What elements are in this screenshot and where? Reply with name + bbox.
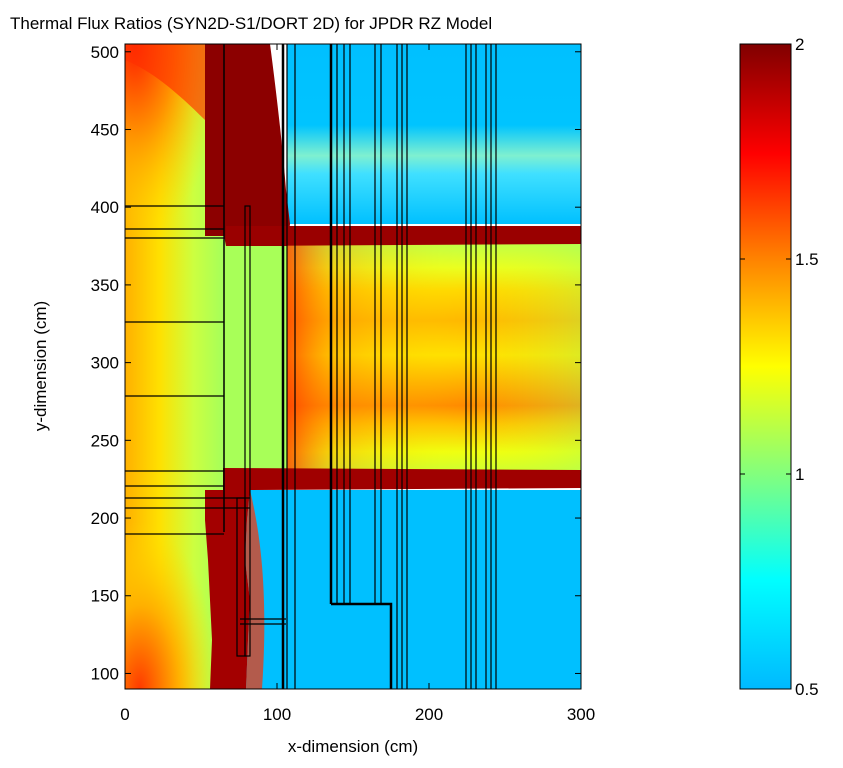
y-tick-label: 250 bbox=[91, 431, 119, 450]
x-tick-label: 100 bbox=[263, 705, 291, 724]
y-tick-label: 100 bbox=[91, 664, 119, 683]
y-tick-label: 300 bbox=[91, 354, 119, 373]
colorbar-tick-label: 1.5 bbox=[795, 250, 819, 269]
top-left-red-wedge bbox=[125, 44, 205, 120]
y-ticks: 100 150 200 250 300 350 400 450 500 bbox=[91, 43, 581, 683]
y-tick-label: 350 bbox=[91, 276, 119, 295]
structure-lines bbox=[125, 44, 497, 689]
y-tick-label: 500 bbox=[91, 43, 119, 62]
top-red-block bbox=[205, 44, 290, 246]
y-axis-label: y-dimension (cm) bbox=[31, 301, 50, 431]
x-tick-label: 200 bbox=[415, 705, 443, 724]
y-tick-label: 200 bbox=[91, 509, 119, 528]
colorbar-tick-label: 2 bbox=[795, 35, 804, 54]
y-tick-label: 150 bbox=[91, 587, 119, 606]
colorbar: 0.5 1 1.5 2 bbox=[739, 35, 819, 699]
upper-right-region bbox=[287, 44, 581, 224]
chart-title: Thermal Flux Ratios (SYN2D-S1/DORT 2D) f… bbox=[10, 14, 492, 33]
heatmap-plot bbox=[124, 43, 582, 690]
colorbar-ticks: 0.5 1 1.5 2 bbox=[740, 35, 819, 699]
x-tick-label: 300 bbox=[567, 705, 595, 724]
x-ticks: 0 100 200 300 bbox=[120, 44, 595, 724]
vertical-red-column bbox=[205, 490, 250, 689]
colorbar-tick-label: 1 bbox=[795, 465, 804, 484]
x-axis-label: x-dimension (cm) bbox=[288, 737, 418, 756]
y-tick-label: 400 bbox=[91, 198, 119, 217]
left-mid-region bbox=[223, 240, 287, 470]
mid-region-shading bbox=[287, 240, 581, 470]
x-tick-label: 0 bbox=[120, 705, 129, 724]
colorbar-tick-label: 0.5 bbox=[795, 680, 819, 699]
plot-frame bbox=[124, 43, 582, 690]
upper-red-stripe bbox=[226, 226, 581, 246]
colorbar-gradient bbox=[739, 43, 792, 690]
y-tick-label: 450 bbox=[91, 120, 119, 139]
